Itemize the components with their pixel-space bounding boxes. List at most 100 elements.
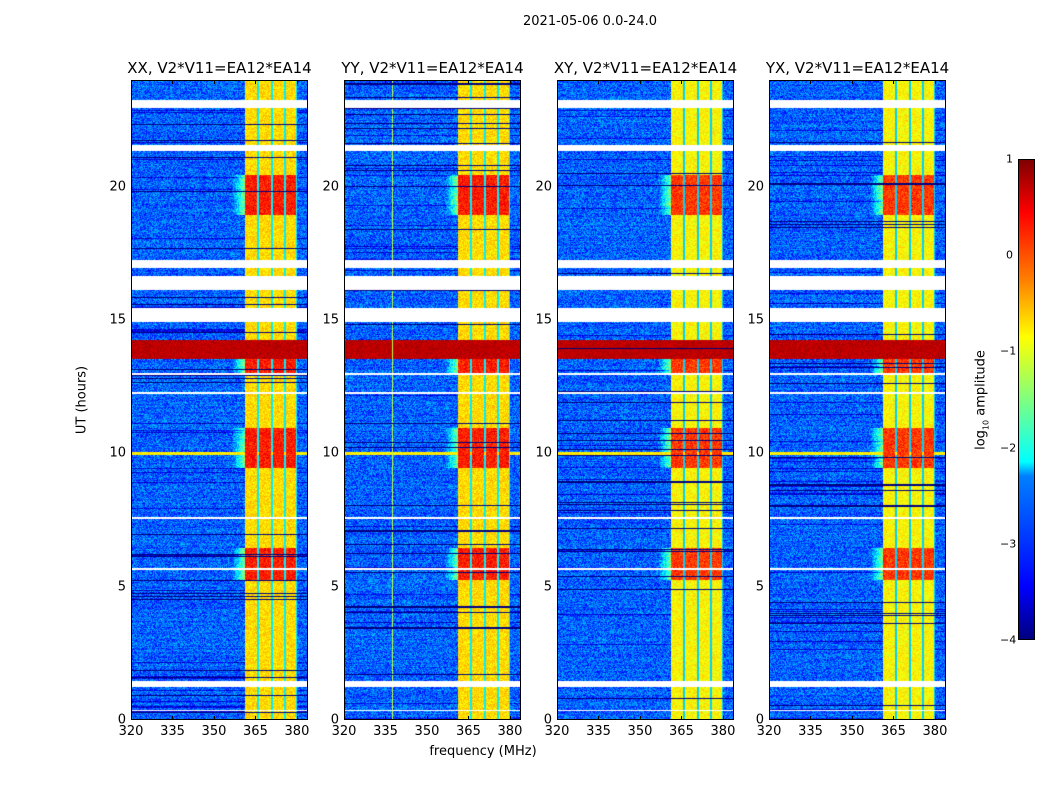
y-tick-label: 15 xyxy=(322,312,339,328)
x-tick-mark xyxy=(598,716,600,720)
y-tick-label: 10 xyxy=(535,445,552,461)
x-tick-label: 350 xyxy=(627,724,653,739)
x-tick-label: 335 xyxy=(160,724,185,739)
heatmap-panel-yx xyxy=(769,80,946,720)
x-tick-mark xyxy=(851,80,853,84)
x-tick-mark xyxy=(769,716,770,720)
x-tick-mark xyxy=(598,80,600,84)
x-tick-label: 335 xyxy=(373,724,398,739)
x-tick-mark xyxy=(769,80,770,84)
colorbar-tick-label: 0 xyxy=(1006,248,1013,262)
colorbar-tick-label: −4 xyxy=(1000,633,1017,647)
x-tick-mark xyxy=(681,716,683,720)
x-tick-mark xyxy=(255,80,257,84)
x-tick-mark xyxy=(296,716,298,720)
y-tick-label: 5 xyxy=(755,579,764,595)
colorbar-label: log10 amplitude xyxy=(973,350,991,450)
y-tick-label: 10 xyxy=(322,445,339,461)
x-tick-label: 365 xyxy=(243,724,268,739)
y-tick-label: 5 xyxy=(117,579,126,595)
x-tick-mark xyxy=(344,716,345,720)
y-tick-label: 20 xyxy=(535,179,552,195)
y-axis-label: UT (hours) xyxy=(74,365,90,435)
panel-title-yy: YY, V2*V11=EA12*EA14 xyxy=(341,59,524,77)
x-tick-mark xyxy=(296,80,298,84)
x-tick-label: 320 xyxy=(756,724,782,739)
x-tick-mark xyxy=(509,716,511,720)
y-tick-label: 5 xyxy=(543,579,552,595)
x-tick-label: 350 xyxy=(414,724,440,739)
x-tick-mark xyxy=(213,716,215,720)
y-tick-label: 10 xyxy=(109,445,126,461)
y-tick-label: 0 xyxy=(755,712,764,728)
colorbar xyxy=(1018,159,1035,640)
x-tick-mark xyxy=(468,80,470,84)
y-tick-label: 10 xyxy=(747,445,764,461)
x-tick-mark xyxy=(172,716,174,720)
heatmap-panel-xx xyxy=(131,80,308,720)
heatmap-canvas-yx xyxy=(770,81,945,719)
y-tick-label: 5 xyxy=(330,579,339,595)
x-tick-mark xyxy=(557,716,558,720)
panel-title-xx: XX, V2*V11=EA12*EA14 xyxy=(127,59,312,77)
x-tick-mark xyxy=(810,80,812,84)
y-tick-label: 15 xyxy=(109,312,126,328)
x-tick-mark xyxy=(934,716,936,720)
x-tick-mark xyxy=(639,80,641,84)
y-tick-label: 0 xyxy=(543,712,552,728)
x-tick-label: 350 xyxy=(839,724,865,739)
x-tick-mark xyxy=(893,80,895,84)
colorbar-tick-label: −3 xyxy=(1000,537,1017,551)
x-tick-label: 380 xyxy=(922,724,948,739)
y-tick-label: 15 xyxy=(747,312,764,328)
x-tick-mark xyxy=(639,716,641,720)
heatmap-canvas-xy xyxy=(558,81,733,719)
x-tick-label: 380 xyxy=(284,724,310,739)
x-tick-mark xyxy=(810,716,812,720)
x-tick-mark xyxy=(468,716,470,720)
x-tick-mark xyxy=(385,716,387,720)
x-tick-label: 380 xyxy=(710,724,736,739)
colorbar-tick-label: 1 xyxy=(1006,152,1013,166)
panel-title-xy: XY, V2*V11=EA12*EA14 xyxy=(553,59,738,77)
panel-title-yx: YX, V2*V11=EA12*EA14 xyxy=(765,59,950,77)
x-tick-mark xyxy=(426,716,428,720)
figure-title: 2021-05-06 0.0-24.0 xyxy=(523,14,657,29)
x-tick-mark xyxy=(722,716,724,720)
x-tick-label: 365 xyxy=(669,724,694,739)
x-tick-mark xyxy=(131,716,132,720)
x-tick-mark xyxy=(344,80,345,84)
x-tick-mark xyxy=(934,80,936,84)
heatmap-canvas-xx xyxy=(132,81,307,719)
x-tick-mark xyxy=(893,716,895,720)
y-tick-label: 20 xyxy=(109,179,126,195)
x-tick-label: 365 xyxy=(456,724,481,739)
x-tick-label: 335 xyxy=(798,724,823,739)
x-tick-mark xyxy=(681,80,683,84)
x-tick-mark xyxy=(255,716,257,720)
x-axis-label: frequency (MHz) xyxy=(429,744,537,759)
x-tick-mark xyxy=(722,80,724,84)
x-tick-label: 380 xyxy=(497,724,523,739)
colorbar-tick-label: −1 xyxy=(1000,344,1017,358)
x-tick-label: 320 xyxy=(331,724,357,739)
heatmap-panel-xy xyxy=(557,80,734,720)
colorbar-tick-label: −2 xyxy=(1000,441,1017,455)
x-tick-mark xyxy=(509,80,511,84)
x-tick-mark xyxy=(385,80,387,84)
y-tick-label: 15 xyxy=(535,312,552,328)
x-tick-label: 320 xyxy=(118,724,144,739)
x-tick-label: 320 xyxy=(544,724,570,739)
x-tick-mark xyxy=(557,80,558,84)
x-tick-mark xyxy=(426,80,428,84)
x-tick-mark xyxy=(851,716,853,720)
heatmap-panel-yy xyxy=(344,80,521,720)
x-tick-label: 365 xyxy=(881,724,906,739)
x-tick-label: 335 xyxy=(586,724,611,739)
y-tick-label: 0 xyxy=(117,712,126,728)
y-tick-label: 20 xyxy=(322,179,339,195)
x-tick-mark xyxy=(213,80,215,84)
x-tick-label: 350 xyxy=(201,724,227,739)
x-tick-mark xyxy=(172,80,174,84)
y-tick-label: 0 xyxy=(330,712,339,728)
